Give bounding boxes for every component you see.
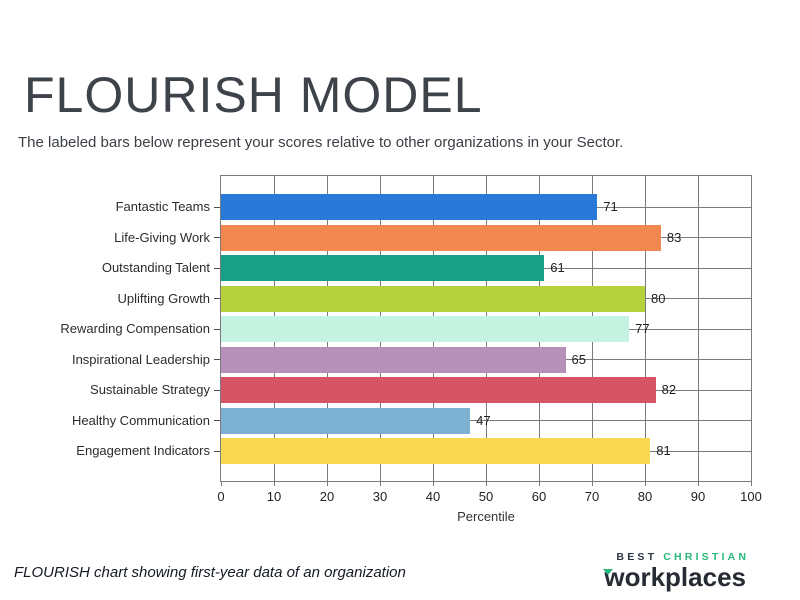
y-tick-mark-rewarding-compensation <box>214 328 220 330</box>
logo-triangle-icon <box>603 569 614 575</box>
x-tick-mark-80 <box>644 481 646 486</box>
x-tick-label-70: 70 <box>584 489 600 504</box>
x-tick-label-100: 100 <box>740 489 762 504</box>
page-title: FLOURISH MODEL <box>24 67 483 123</box>
value-label-engagement-indicators: 81 <box>656 443 671 458</box>
category-label-life-giving-work: Life-Giving Work <box>114 229 210 245</box>
y-tick-mark-engagement-indicators <box>214 450 220 452</box>
category-label-uplifting-growth: Uplifting Growth <box>117 290 210 306</box>
value-label-uplifting-growth: 80 <box>651 290 666 306</box>
value-label-rewarding-compensation: 77 <box>635 321 650 336</box>
y-tick-mark-fantastic-teams <box>214 206 220 208</box>
x-tick-mark-100 <box>750 481 752 486</box>
bar-inspirational-leadership <box>221 346 566 373</box>
category-label-fantastic-teams: Fantastic Teams <box>115 199 210 214</box>
x-tick-label-10: 10 <box>266 489 282 504</box>
value-label-inspirational-leadership: 65 <box>571 351 586 367</box>
y-tick-mark-sustainable-strategy <box>214 389 220 391</box>
logo-best-text: BEST <box>616 551 658 563</box>
bar-healthy-communication <box>221 407 471 434</box>
category-label-sustainable-strategy: Sustainable Strategy <box>90 382 210 397</box>
caption-text: FLOURISH chart showing first-year data o… <box>14 564 406 581</box>
x-tick-label-30: 30 <box>372 489 388 504</box>
page-subtitle: The labeled bars below represent your sc… <box>18 134 624 151</box>
x-tick-mark-0 <box>220 481 222 486</box>
y-tick-mark-inspirational-leadership <box>214 359 220 360</box>
y-tick-mark-uplifting-growth <box>214 298 220 299</box>
category-label-engagement-indicators: Engagement Indicators <box>76 443 210 458</box>
value-label-sustainable-strategy: 82 <box>661 382 677 397</box>
x-tick-label-20: 20 <box>319 489 335 504</box>
x-tick-mark-60 <box>538 481 540 486</box>
x-tick-mark-70 <box>591 481 593 486</box>
category-label-healthy-communication: Healthy Communication <box>71 412 210 428</box>
bar-outstanding-talent <box>221 255 545 281</box>
logo-christian-text: CHRISTIAN <box>663 551 750 563</box>
x-tick-mark-90 <box>697 481 699 486</box>
x-axis-title: Percentile <box>457 509 515 524</box>
bar-fantastic-teams <box>221 194 598 220</box>
x-tick-label-80: 80 <box>637 489 653 504</box>
value-label-life-giving-work: 83 <box>666 229 682 245</box>
category-label-outstanding-talent: Outstanding Talent <box>101 260 210 275</box>
logo-workplaces-text: workplaces <box>604 562 746 592</box>
bar-life-giving-work <box>221 224 661 251</box>
logo-line1: BEST CHRISTIAN <box>604 551 749 563</box>
x-tick-label-50: 50 <box>478 489 494 504</box>
bar-uplifting-growth <box>221 285 645 312</box>
logo-wordmark: workplaces <box>603 562 746 592</box>
value-label-healthy-communication: 47 <box>476 412 491 428</box>
bar-chart-plot-area: Percentile 0 10 20 30 40 50 60 70 80 90 100 71 Fanta… <box>60 175 762 524</box>
category-label-rewarding-compensation: Rewarding Compensation <box>60 321 210 336</box>
x-tick-mark-40 <box>432 481 434 486</box>
category-label-inspirational-leadership: Inspirational Leadership <box>71 351 210 367</box>
x-tick-mark-50 <box>485 481 487 486</box>
bar-sustainable-strategy <box>221 377 656 403</box>
x-tick-label-60: 60 <box>531 489 547 504</box>
x-tick-mark-10 <box>273 481 275 486</box>
bar-rewarding-compensation <box>221 316 630 342</box>
value-label-outstanding-talent: 61 <box>550 260 565 275</box>
x-tick-label-0: 0 <box>217 489 225 504</box>
best-christian-workplaces-logo: BEST CHRISTIAN workplaces <box>603 551 749 592</box>
bar-engagement-indicators <box>221 438 651 464</box>
y-tick-mark-healthy-communication <box>214 420 220 421</box>
value-label-fantastic-teams: 71 <box>603 199 618 214</box>
row-gridline-healthy-communication <box>221 420 751 421</box>
y-tick-mark-outstanding-talent <box>214 267 220 269</box>
x-tick-mark-30 <box>379 481 381 486</box>
y-tick-mark-life-giving-work <box>214 237 220 238</box>
x-tick-label-40: 40 <box>425 489 441 504</box>
x-tick-mark-20 <box>326 481 328 486</box>
x-tick-label-90: 90 <box>690 489 706 504</box>
